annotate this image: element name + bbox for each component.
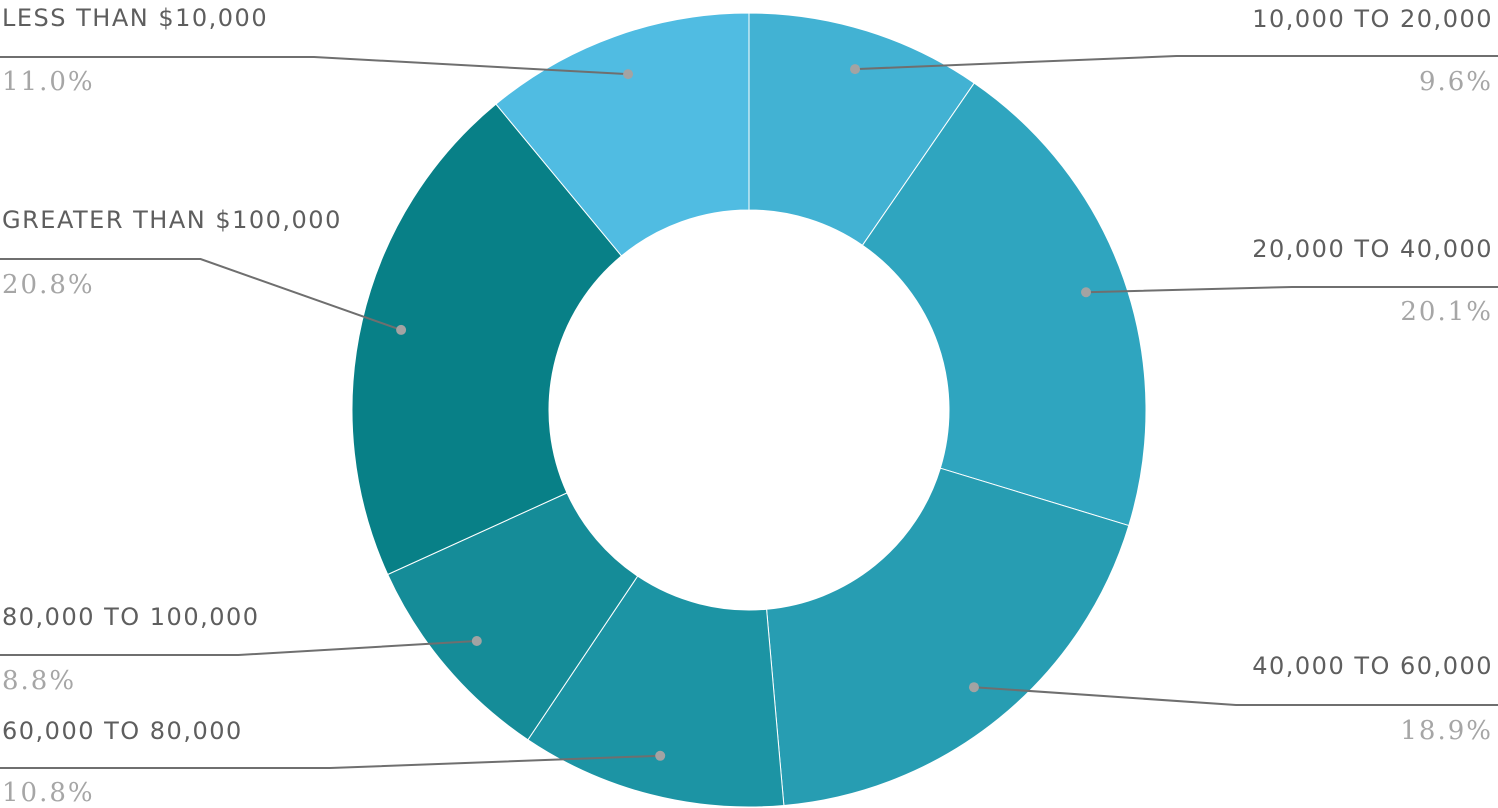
leader-line-greater-than-100-000 (0, 258, 402, 331)
leader-dot-greater-than-100-000 (396, 324, 407, 335)
percent-label-60-000-to-80-000: 10.8% (2, 778, 95, 808)
leader-dot-20-000-to-40-000 (1081, 287, 1092, 298)
leader-dot-10-000-to-20-000 (850, 64, 861, 75)
slice-less-than-10-000 (495, 12, 750, 257)
percent-label-greater-than-100-000: 20.8% (2, 270, 95, 300)
donut-slices (351, 12, 1147, 808)
category-label-10-000-to-20-000: 10,000 TO 20,000 (1252, 5, 1493, 33)
category-label-80-000-to-100-000: 80,000 TO 100,000 (2, 603, 260, 631)
percent-label-20-000-to-40-000: 20.1% (1400, 297, 1493, 327)
leader-line-40-000-to-60-000 (973, 686, 1498, 706)
leader-line-80-000-to-100-000 (0, 640, 477, 656)
leader-lines (0, 55, 1498, 769)
slice-60-000-to-80-000 (527, 575, 785, 808)
slice-labels: 10,000 TO 20,000 9.6% 20,000 TO 40,000 20.1… (2, 4, 1493, 808)
category-label-greater-than-100-000: GREATER THAN $100,000 (2, 206, 342, 234)
leader-dot-less-than-10-000 (623, 69, 634, 80)
category-label-20-000-to-40-000: 20,000 TO 40,000 (1252, 235, 1493, 263)
slice-40-000-to-60-000 (766, 467, 1130, 807)
category-label-60-000-to-80-000: 60,000 TO 80,000 (2, 717, 243, 745)
leader-dot-60-000-to-80-000 (655, 750, 666, 761)
slice-greater-than-100-000 (351, 103, 623, 576)
leader-dot-80-000-to-100-000 (471, 635, 482, 646)
leader-line-less-than-10-000 (0, 56, 629, 76)
percent-label-40-000-to-60-000: 18.9% (1400, 716, 1493, 746)
leader-line-20-000-to-40-000 (1085, 286, 1498, 294)
leader-line-10-000-to-20-000 (855, 55, 1498, 71)
leader-dot-40-000-to-60-000 (968, 682, 979, 693)
percent-label-10-000-to-20-000: 9.6% (1419, 67, 1493, 97)
percent-label-80-000-to-100-000: 8.8% (2, 666, 76, 696)
category-label-less-than-10-000: LESS THAN $10,000 (2, 4, 268, 32)
percent-label-less-than-10-000: 11.0% (2, 67, 95, 97)
leader-line-60-000-to-80-000 (0, 754, 661, 769)
slice-20-000-to-40-000 (861, 82, 1147, 527)
category-label-40-000-to-60-000: 40,000 TO 60,000 (1252, 652, 1493, 680)
